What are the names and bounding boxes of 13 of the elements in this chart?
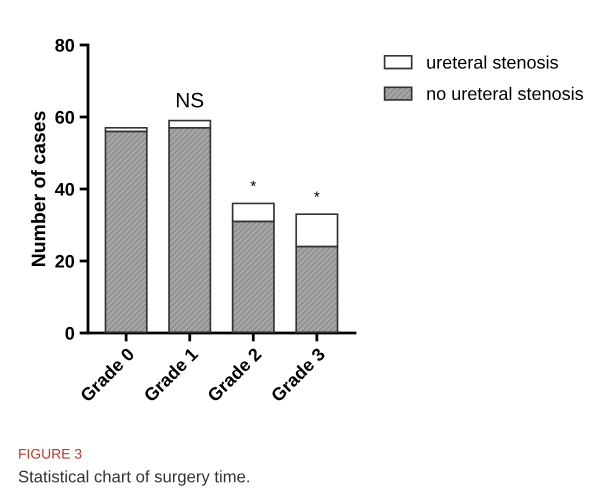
y-tick-label: 80: [55, 38, 74, 52]
text: Statistical chart of surgery time.: [18, 470, 249, 486]
y-axis-title: Number of cases: [31, 111, 46, 266]
annotation: *: [314, 192, 320, 197]
legend-label: no ureteral stenosis: [427, 86, 584, 100]
caption: FIGURE 3: [19, 448, 82, 459]
y-tick-label: 40: [55, 182, 74, 196]
annotation: *: [250, 180, 256, 186]
y-tick-label: 60: [55, 110, 74, 124]
y-tick-label: 20: [55, 254, 74, 268]
text: ureteral stenosis: [427, 55, 558, 69]
annotation: NS: [176, 92, 204, 108]
y-tick-label: 0: [65, 326, 74, 340]
